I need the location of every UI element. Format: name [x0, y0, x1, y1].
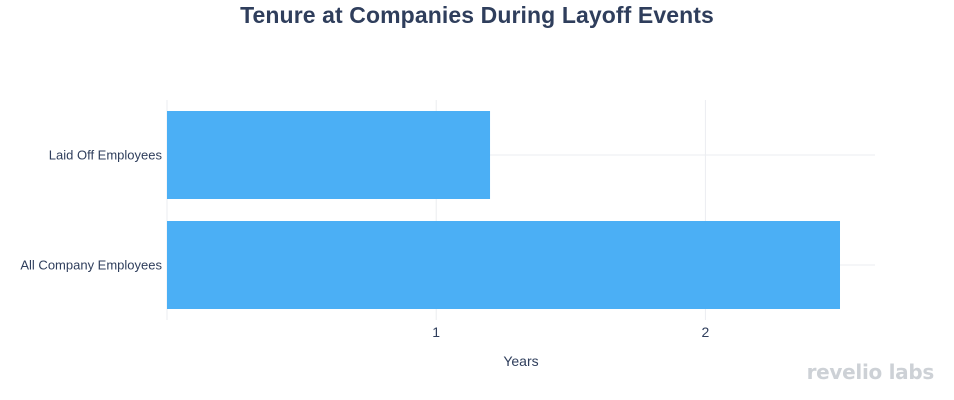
bar — [167, 221, 841, 309]
x-tick-label: 1 — [432, 324, 440, 340]
x-tick-label: 2 — [702, 324, 710, 340]
chart-title: Tenure at Companies During Layoff Events — [240, 2, 714, 28]
x-axis-title: Years — [503, 353, 538, 369]
revelio-labs-logo: revelio labs — [806, 360, 935, 384]
category-label: Laid Off Employees — [49, 148, 163, 163]
bars — [167, 111, 841, 309]
bar — [167, 111, 491, 199]
category-labels: Laid Off Employees All Company Employees — [20, 148, 162, 273]
category-label: All Company Employees — [20, 258, 162, 273]
